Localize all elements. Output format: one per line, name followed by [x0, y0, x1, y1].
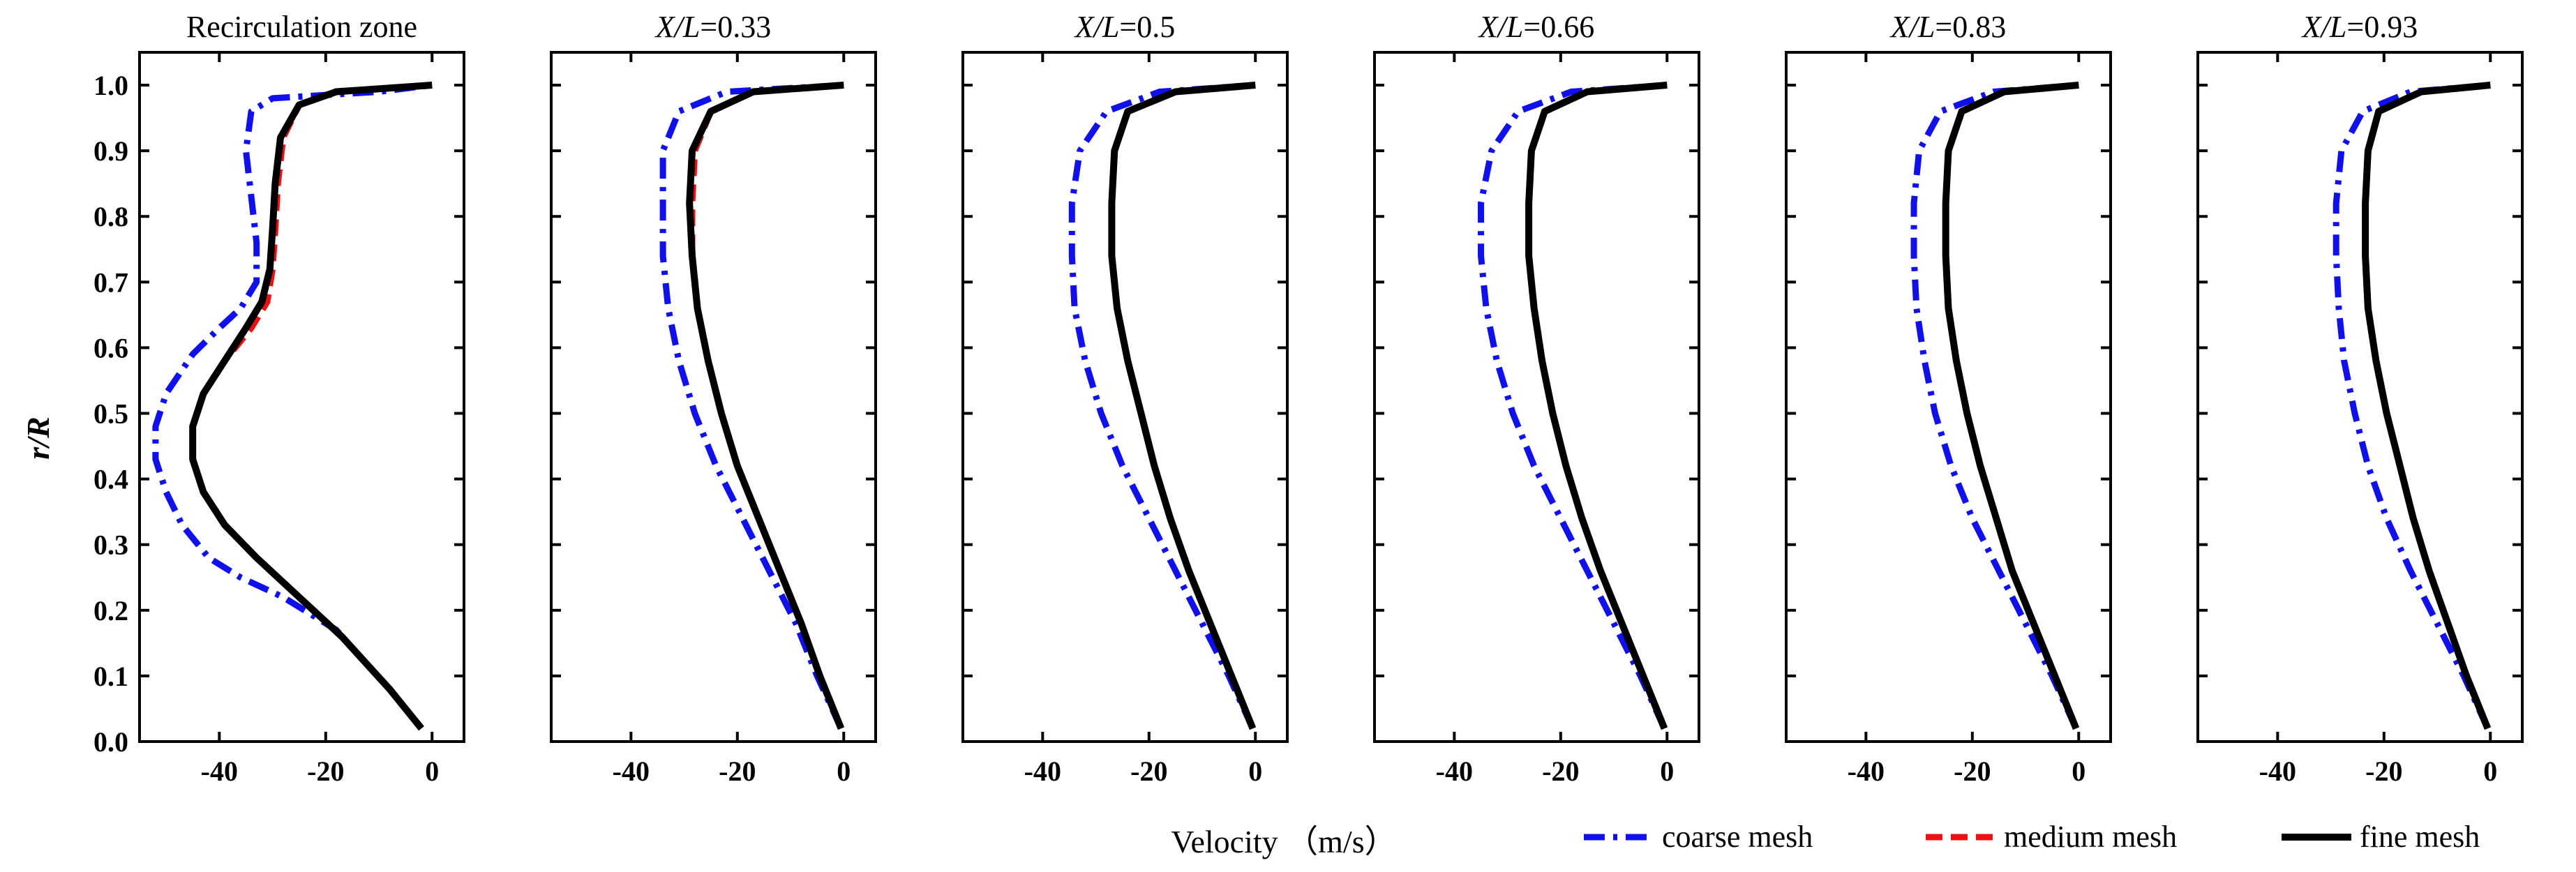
y-axis-title: r/R: [20, 416, 56, 459]
x-tick-label: -20: [1954, 756, 1991, 787]
panel-frame: [138, 51, 465, 743]
panel-title: X/L=0.33: [654, 10, 771, 44]
coarse-mesh-line: [1478, 82, 1668, 730]
panels-group: 0.0 0.1 0.2 0.3 0.4 0.5 0.6 0.7 0.8 0.9 1.0 -40 -20 0…: [93, 10, 2524, 787]
coarse-mesh-line: [1068, 82, 1256, 730]
x-axis-title: Velocity （m/s）: [1171, 824, 1396, 859]
y-tick-label: 0.4: [93, 464, 128, 495]
x-tick-label: -40: [613, 756, 650, 787]
panel-frame: [2196, 51, 2524, 743]
x-tick-label: 0: [2072, 756, 2085, 787]
y-tick-label: 0.2: [93, 595, 128, 626]
panel-frame: [1373, 51, 1700, 743]
x-tick-label: -20: [307, 756, 344, 787]
medium-legend-label: medium mesh: [2004, 820, 2177, 854]
y-tick-label: 0.6: [93, 332, 128, 363]
panel-frame: [1785, 51, 2112, 743]
x-tick-label: 0: [2483, 756, 2497, 787]
x-tick-label: -40: [201, 756, 238, 787]
fine-mesh-line: [1525, 82, 1668, 730]
fine-mesh-line: [1942, 82, 2080, 730]
coarse-legend-label: coarse mesh: [1662, 820, 1813, 854]
y-tick-label: 0.1: [93, 661, 128, 692]
y-tick-label: 0.9: [93, 135, 128, 167]
coarse-mesh-line: [2332, 82, 2491, 730]
coarse-mesh-line: [1910, 82, 2079, 730]
x-tick-label: -40: [1024, 756, 1061, 787]
panel-title: X/L=0.5: [1074, 10, 1175, 44]
x-tick-label: 0: [1660, 756, 1674, 787]
x-tick-label: -20: [2365, 756, 2402, 787]
panel-1: 0.0 0.1 0.2 0.3 0.4 0.5 0.6 0.7 0.8 0.9 1.0 -40 -20 0…: [93, 10, 465, 787]
x-tick-label: -20: [719, 756, 756, 787]
fine-legend-label: fine mesh: [2360, 820, 2480, 854]
panel-4: -40 -20 0 X/L=0.66: [1373, 10, 1700, 787]
y-tick-label: 0.5: [93, 398, 128, 430]
panel-title: X/L=0.83: [1889, 10, 2006, 44]
y-tick-label: 0.3: [93, 529, 128, 561]
x-tick-label: 0: [837, 756, 851, 787]
y-tick-label: 0.8: [93, 201, 128, 232]
x-tick-label: -20: [1542, 756, 1579, 787]
coarse-mesh-line: [659, 82, 844, 730]
x-tick-label: -20: [1130, 756, 1167, 787]
legend: coarse mesh medium mesh fine mesh: [1584, 820, 2480, 854]
fine-mesh-line: [1108, 82, 1257, 730]
y-tick-label: 1.0: [93, 70, 128, 101]
panel-5: -40 -20 0 X/L=0.83: [1785, 10, 2112, 787]
x-tick-label: -40: [1436, 756, 1473, 787]
panel-title: X/L=0.93: [2301, 10, 2418, 44]
x-tick-label: -40: [1848, 756, 1885, 787]
panel-3: -40 -20 0 X/L=0.5: [961, 10, 1289, 787]
panel-2: -40 -20 0 X/L=0.33: [550, 10, 877, 787]
fine-mesh-line: [189, 82, 433, 731]
panel-6: -40 -20 0 X/L=0.93: [2196, 10, 2524, 787]
panel-frame: [550, 51, 877, 743]
coarse-mesh-line: [152, 82, 433, 731]
panel-title: X/L=0.66: [1478, 10, 1594, 44]
fine-mesh-line: [686, 82, 845, 730]
panel-title: Recirculation zone: [186, 10, 417, 44]
y-tick-label: 0.7: [93, 266, 128, 298]
panel-frame: [961, 51, 1289, 743]
fine-mesh-line: [2362, 82, 2492, 730]
x-tick-label: 0: [425, 756, 439, 787]
x-tick-label: 0: [1248, 756, 1262, 787]
x-tick-label: -40: [2259, 756, 2296, 787]
y-tick-label: 0.0: [93, 726, 128, 758]
